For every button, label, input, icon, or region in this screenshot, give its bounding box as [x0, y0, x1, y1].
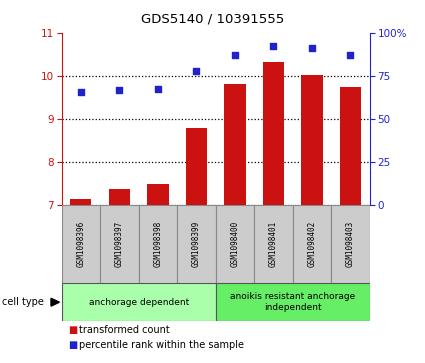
- Text: GSM1098397: GSM1098397: [115, 221, 124, 267]
- Point: [77, 89, 84, 95]
- Text: ■: ■: [68, 325, 77, 335]
- Bar: [139, 205, 177, 283]
- Point: [155, 86, 162, 91]
- Text: percentile rank within the sample: percentile rank within the sample: [79, 340, 244, 350]
- Text: GSM1098398: GSM1098398: [153, 221, 162, 267]
- Point: [116, 87, 123, 93]
- Bar: [109, 189, 130, 205]
- Bar: [263, 62, 284, 205]
- Text: anchorage dependent: anchorage dependent: [88, 298, 189, 307]
- Point: [347, 52, 354, 58]
- Bar: [301, 75, 323, 205]
- Text: ■: ■: [68, 340, 77, 350]
- Bar: [70, 199, 91, 205]
- Text: GSM1098396: GSM1098396: [76, 221, 85, 267]
- Text: GSM1098401: GSM1098401: [269, 221, 278, 267]
- Text: transformed count: transformed count: [79, 325, 170, 335]
- Bar: [293, 205, 331, 283]
- Bar: [215, 205, 254, 283]
- Bar: [254, 205, 293, 283]
- Text: GSM1098403: GSM1098403: [346, 221, 355, 267]
- Bar: [215, 283, 370, 321]
- Bar: [147, 184, 168, 205]
- Text: cell type: cell type: [2, 297, 44, 307]
- Bar: [340, 87, 361, 205]
- Point: [270, 44, 277, 49]
- Text: GSM1098402: GSM1098402: [307, 221, 317, 267]
- Bar: [100, 205, 139, 283]
- Bar: [177, 205, 215, 283]
- Point: [193, 68, 200, 74]
- Text: GSM1098400: GSM1098400: [230, 221, 239, 267]
- Bar: [62, 283, 215, 321]
- Bar: [62, 205, 100, 283]
- Text: GSM1098399: GSM1098399: [192, 221, 201, 267]
- Text: GDS5140 / 10391555: GDS5140 / 10391555: [141, 13, 284, 26]
- Polygon shape: [51, 298, 60, 306]
- Text: anoikis resistant anchorage
independent: anoikis resistant anchorage independent: [230, 293, 355, 312]
- Point: [232, 52, 238, 58]
- Bar: [224, 83, 246, 205]
- Bar: [186, 129, 207, 205]
- Point: [309, 45, 315, 51]
- Bar: [331, 205, 370, 283]
